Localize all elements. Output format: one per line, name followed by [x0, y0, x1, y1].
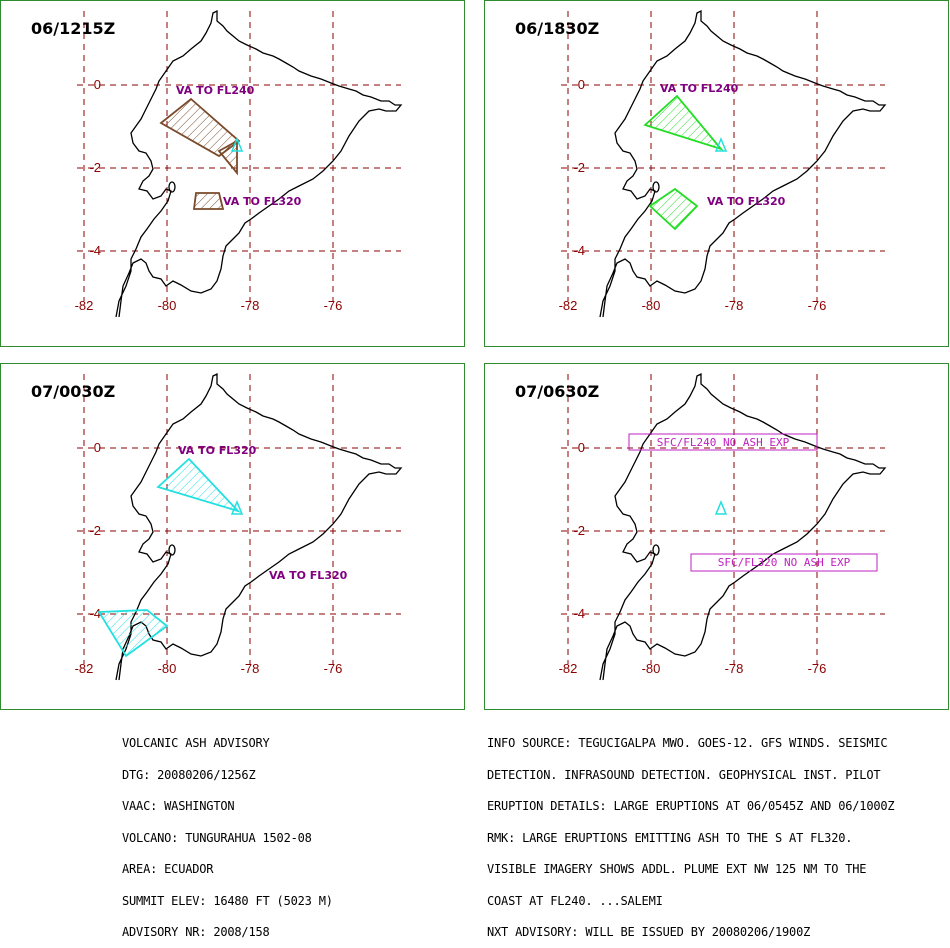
advisory-line: VISIBLE IMAGERY SHOWS ADDL. PLUME EXT NW…: [487, 862, 867, 876]
panel-time: 07/0630Z: [515, 382, 600, 401]
volcano-marker: [714, 137, 728, 152]
longitude-label: -78: [725, 298, 744, 313]
ash-cloud-polygon: [192, 192, 225, 210]
panel-time: 06/1830Z: [515, 19, 600, 38]
longitude-label: -76: [324, 661, 343, 676]
ash-cloud-polygon: [643, 94, 724, 151]
advisory-line: VOLCANIC ASH ADVISORY: [122, 736, 270, 750]
no-ash-label: SFC/FL240 NO ASH EXP: [657, 436, 790, 449]
longitude-label: -80: [642, 661, 661, 676]
volcano-marker: [230, 500, 244, 515]
advisory-line: SUMMIT ELEV: 16480 FT (5023 M): [122, 893, 333, 908]
puna-island: [168, 181, 176, 193]
latitude-label: -4: [573, 606, 585, 621]
advisory-line: NXT ADVISORY: WILL BE ISSUED BY 20080206…: [487, 925, 811, 939]
latitude-label: -2: [573, 523, 585, 538]
volcano-marker: [714, 500, 728, 515]
advisory-line: COAST AT FL240. ...SALEMI: [487, 893, 663, 908]
advisory-line: VOLCANO: TUNGURAHUA 1502-08: [122, 830, 312, 845]
puna-island: [168, 544, 176, 556]
longitude-label: -80: [642, 298, 661, 313]
advisory-line: DETECTION. INFRASOUND DETECTION. GEOPHYS…: [487, 767, 881, 782]
advisory-line: DTG: 20080206/1256Z: [122, 767, 256, 782]
advisory-line: RMK: LARGE ERUPTIONS EMITTING ASH TO THE…: [487, 830, 853, 845]
map-canvas: 0 -2 -4 -82 -80 -78 -76 VA TO FL240 VA TO FL320: [559, 9, 887, 318]
latitude-label: -4: [573, 243, 585, 258]
puna-island: [652, 544, 660, 556]
coastline: [599, 9, 887, 318]
ash-cloud-polygon: [159, 97, 241, 158]
latitude-label: -2: [89, 523, 101, 538]
no-ash-label: SFC/FL320 NO ASH EXP: [718, 556, 851, 569]
latitude-label: -4: [89, 606, 101, 621]
advisory-line: ERUPTION DETAILS: LARGE ERUPTIONS AT 06/…: [487, 799, 895, 813]
advisory-line: INFO SOURCE: TEGUCIGALPA MWO. GOES-12. G…: [487, 736, 888, 750]
no-ash-box: [628, 433, 818, 451]
volcano-marker: [230, 137, 244, 152]
latitude-label: -2: [89, 160, 101, 175]
advisory-details-text: INFO SOURCE: TEGUCIGALPA MWO. GOES-12. G…: [487, 717, 895, 948]
advisory-line: ADVISORY NR: 2008/158: [122, 925, 270, 939]
ash-level-label: VA TO FL240: [660, 82, 739, 95]
no-ash-box: [690, 553, 878, 572]
longitude-label: -82: [559, 661, 578, 676]
panel-time: 06/1215Z: [31, 19, 116, 38]
map-canvas: 0 -2 -4 -82 -80 -78 -76 SFC/FL240 NO ASH EXP SFC…: [559, 372, 887, 681]
longitude-label: -76: [808, 298, 827, 313]
ash-cloud-polygon: [648, 187, 699, 231]
ash-cloud-polygon: [156, 457, 241, 513]
advisory-header-text: VOLCANIC ASH ADVISORY DTG: 20080206/1256…: [122, 717, 333, 948]
latitude-label: 0: [94, 77, 101, 92]
longitude-label: -76: [808, 661, 827, 676]
coastline: [599, 372, 887, 681]
coastline: [115, 9, 403, 318]
map-canvas: 0 -2 -4 -82 -80 -78 -76 VA TO FL240 VA TO FL320: [75, 9, 403, 318]
coastline: [115, 372, 403, 681]
panel-time: 07/0030Z: [31, 382, 116, 401]
ash-level-label: VA TO FL320: [178, 444, 257, 457]
advisory-line: VAAC: WASHINGTON: [122, 799, 235, 813]
advisory-line: AREA: ECUADOR: [122, 862, 214, 876]
forecast-panel-2: 0 -2 -4 -82 -80 -78 -76 VA TO FL240 VA TO FL320 …: [484, 0, 949, 347]
latitude-label: 0: [578, 440, 585, 455]
forecast-panel-1: 0 -2 -4 -82 -80 -78 -76 VA TO FL240 VA TO FL320 …: [0, 0, 465, 347]
forecast-panel-4: 0 -2 -4 -82 -80 -78 -76 SFC/FL240 NO ASH EXP SFC…: [484, 363, 949, 710]
ash-level-label: VA TO FL320: [223, 195, 302, 208]
puna-island: [652, 181, 660, 193]
ash-level-label: VA TO FL240: [176, 84, 255, 97]
ash-cloud-polygon: [97, 609, 169, 658]
longitude-label: -78: [241, 661, 260, 676]
ash-level-label: VA TO FL320: [707, 195, 786, 208]
longitude-label: -78: [725, 661, 744, 676]
longitude-label: -76: [324, 298, 343, 313]
latitude-label: -4: [89, 243, 101, 258]
latitude-label: 0: [94, 440, 101, 455]
forecast-panel-3: 0 -2 -4 -82 -80 -78 -76 VA TO FL320 VA TO FL320 …: [0, 363, 465, 710]
map-canvas: 0 -2 -4 -82 -80 -78 -76 VA TO FL320 VA TO FL320: [75, 372, 403, 681]
longitude-label: -80: [158, 661, 177, 676]
longitude-label: -82: [75, 298, 94, 313]
longitude-label: -82: [75, 661, 94, 676]
longitude-label: -82: [559, 298, 578, 313]
latitude-label: 0: [578, 77, 585, 92]
ash-level-label: VA TO FL320: [269, 569, 348, 582]
longitude-label: -80: [158, 298, 177, 313]
longitude-label: -78: [241, 298, 260, 313]
latitude-label: -2: [573, 160, 585, 175]
